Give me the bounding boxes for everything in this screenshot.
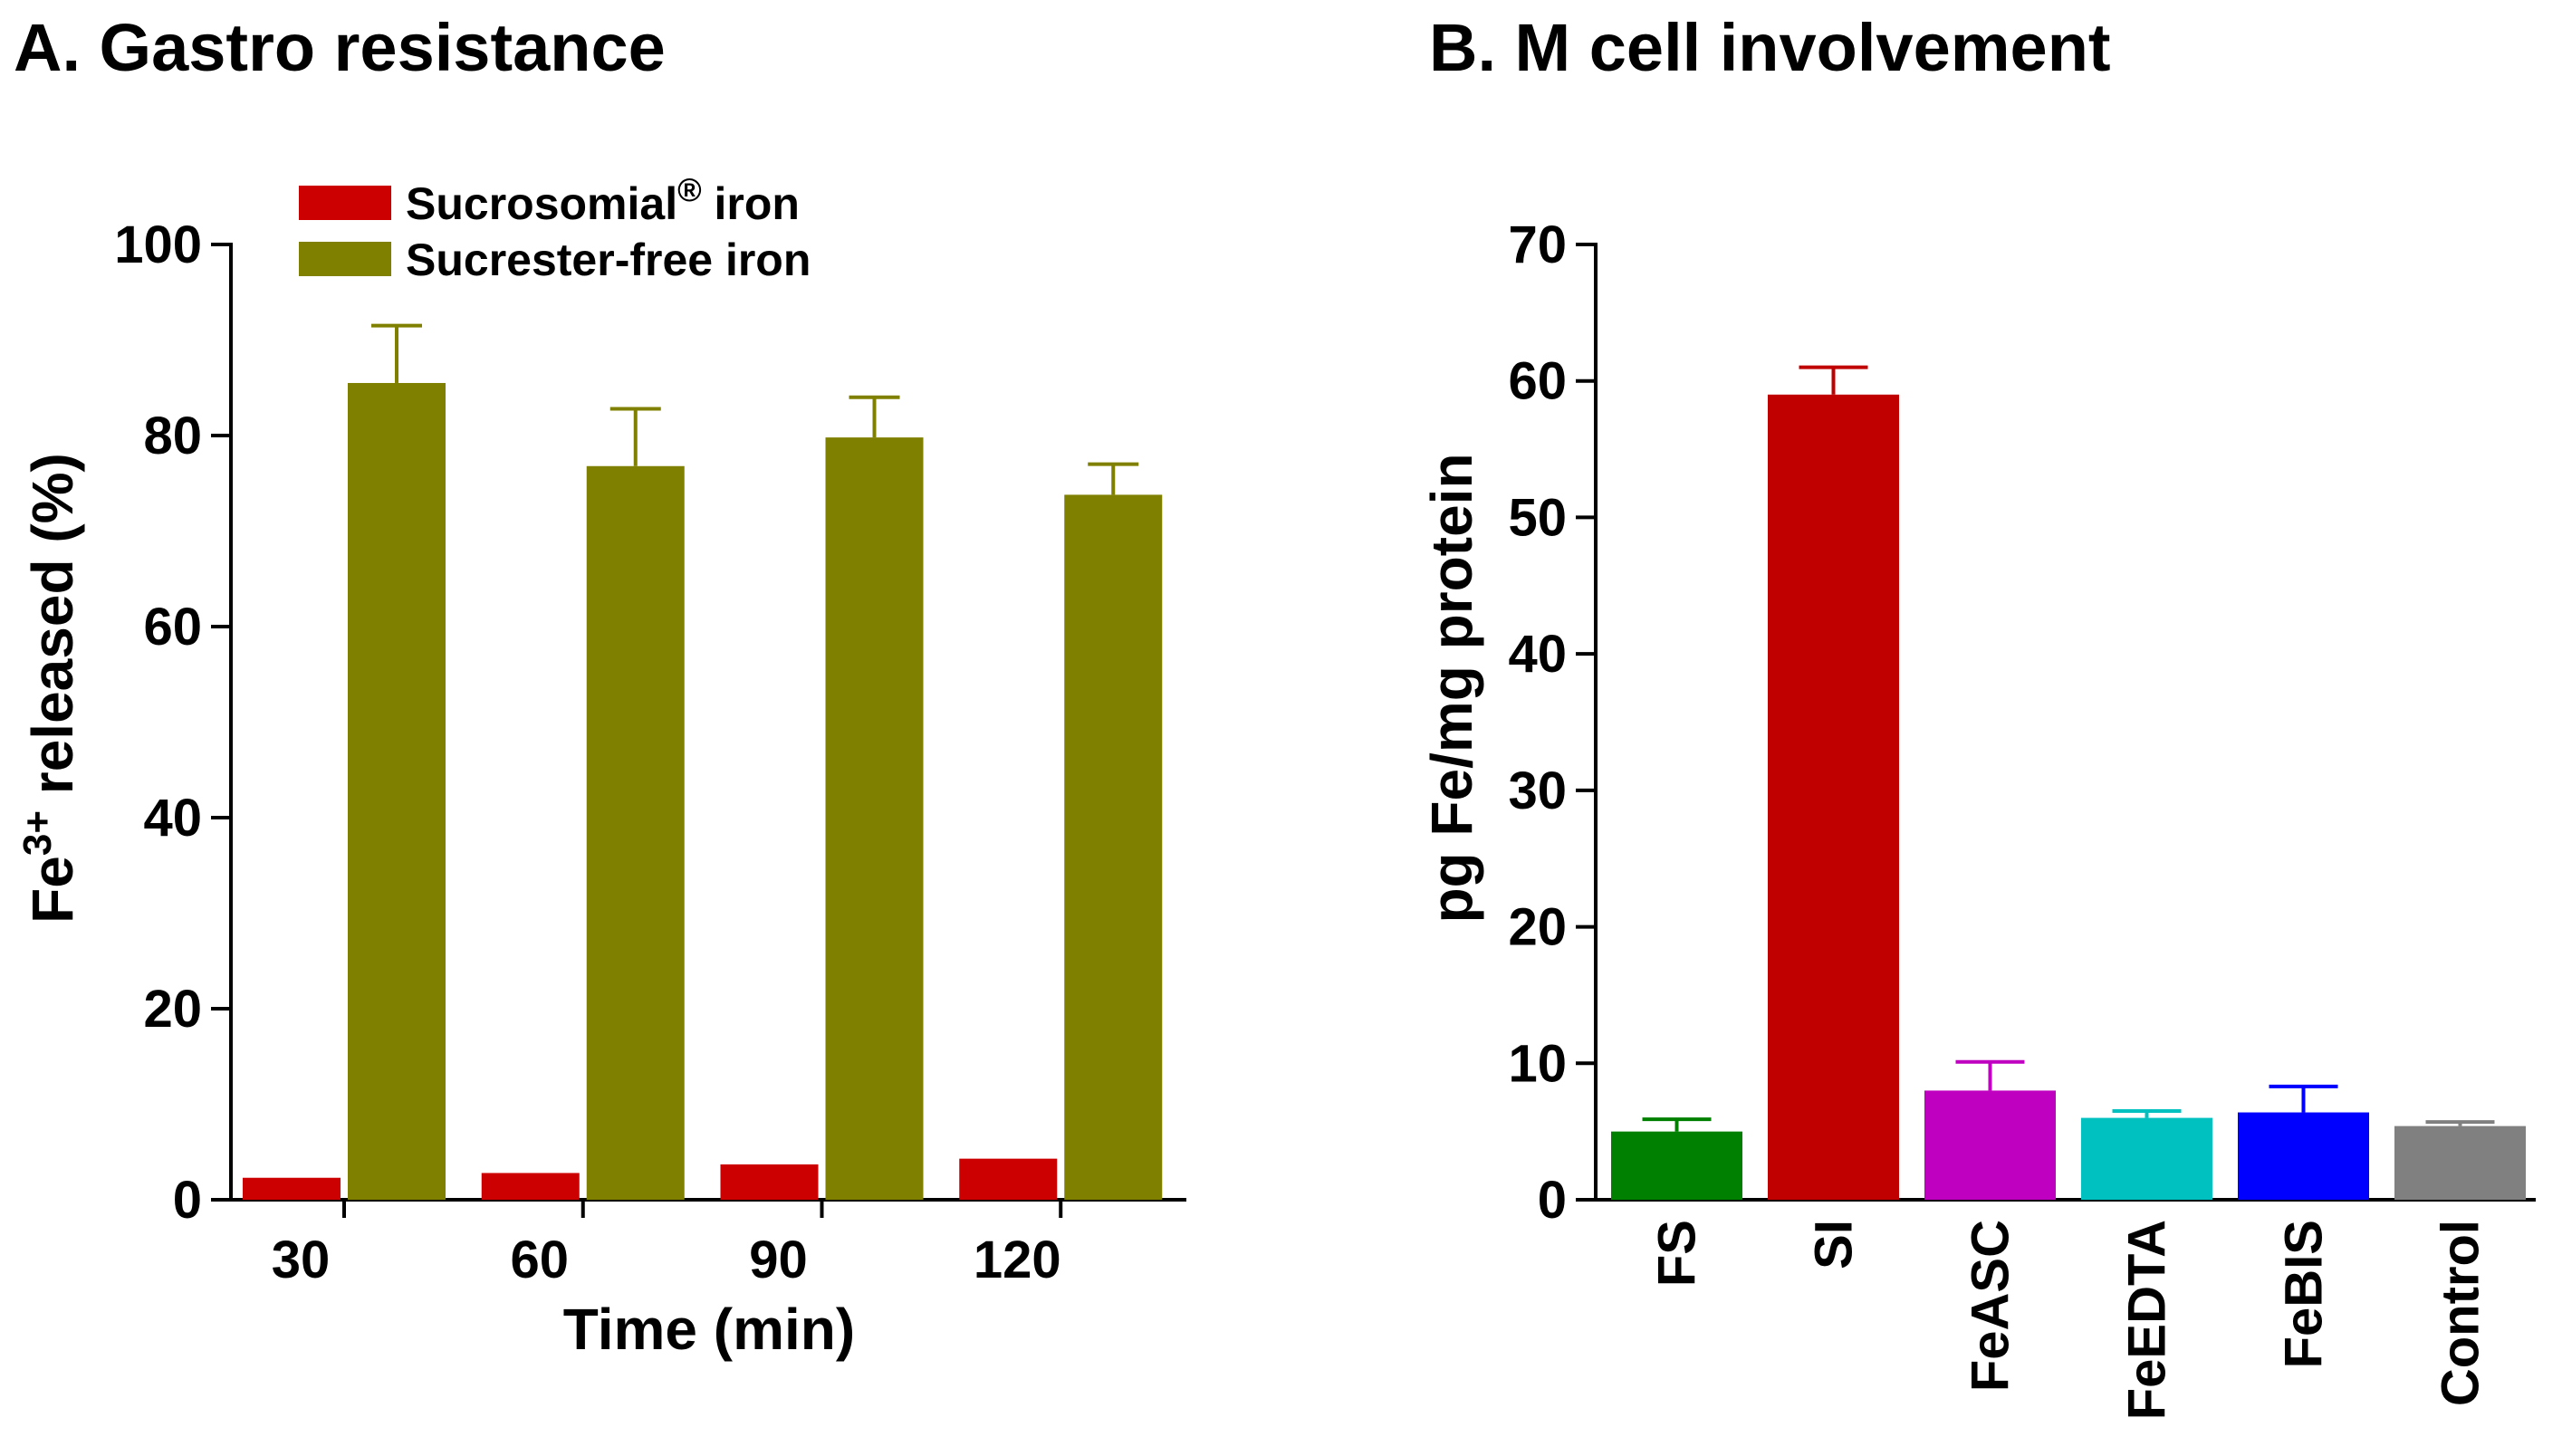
panel-a-y-axis-title: Fe3+ released (%) bbox=[15, 453, 85, 924]
bar-sucrester-free-120 bbox=[1064, 494, 1163, 1200]
bar-sucrester-free-30 bbox=[348, 382, 446, 1201]
panel-b-axes: 0 10 20 30 40 50 60 70 FS SI FeASC FeEDTA FeBIS Contr… bbox=[1508, 216, 2536, 1420]
bar-feasc bbox=[1924, 1090, 2056, 1200]
panel-a-y-tick-label: 60 bbox=[143, 598, 202, 656]
panel-a-x-tick-label: 120 bbox=[974, 1231, 1061, 1289]
legend-label-sucrosomial: Sucrosomial® iron bbox=[406, 171, 800, 229]
panel-a-y-tick-label: 80 bbox=[143, 407, 202, 465]
panel-a-bars bbox=[243, 323, 1163, 1201]
panel-a-legend: Sucrosomial® iron Sucrester-free iron bbox=[299, 171, 811, 285]
bar-sucrester-free-60 bbox=[586, 465, 685, 1200]
panel-a-y-tick-label: 40 bbox=[143, 789, 202, 848]
panel-b-title: B. M cell involvement bbox=[1429, 10, 2111, 85]
panel-a-x-axis-title: Time (min) bbox=[563, 1297, 855, 1362]
panel-b-y-tick-label: 0 bbox=[1538, 1171, 1567, 1230]
panel-b-y-tick-label: 30 bbox=[1508, 762, 1567, 820]
bar-sucrosomial-90 bbox=[720, 1164, 819, 1200]
panel-b-y-tick-label: 20 bbox=[1508, 898, 1567, 957]
bar-control bbox=[2394, 1126, 2526, 1200]
panel-a-y-tick-label: 100 bbox=[114, 216, 202, 274]
panel-b-bars bbox=[1611, 365, 2526, 1200]
bar-sucrosomial-120 bbox=[959, 1158, 1058, 1200]
bar-si bbox=[1768, 394, 1899, 1200]
bar-sucrosomial-30 bbox=[243, 1177, 341, 1200]
legend-swatch-sucrosomial bbox=[299, 186, 391, 220]
panel-b-x-tick-label: FeASC bbox=[1962, 1220, 2020, 1392]
panel-b-x-tick-label: FeEDTA bbox=[2118, 1220, 2177, 1420]
panel-b-y-axis-title: pg Fe/mg protein bbox=[1419, 453, 1484, 923]
panel-a-y-tick-label: 20 bbox=[143, 980, 202, 1039]
bar-feedta bbox=[2081, 1117, 2212, 1200]
panel-a: A. Gastro resistance Sucrosomial® iron S… bbox=[14, 10, 1186, 1362]
panel-b-y-tick-label: 10 bbox=[1508, 1034, 1567, 1093]
panel-a-x-tick-label: 30 bbox=[272, 1231, 331, 1289]
panel-a-x-tick-label: 60 bbox=[510, 1231, 569, 1289]
bar-sucrosomial-60 bbox=[481, 1173, 580, 1200]
bar-fs bbox=[1611, 1131, 1742, 1200]
bar-sucrester-free-90 bbox=[825, 437, 924, 1200]
legend-swatch-sucrester-free bbox=[299, 242, 391, 276]
legend-label-sucrester-free: Sucrester-free iron bbox=[406, 235, 811, 285]
panel-b-y-tick-label: 60 bbox=[1508, 352, 1567, 411]
panel-a-title: A. Gastro resistance bbox=[14, 10, 666, 85]
bar-febis bbox=[2238, 1112, 2369, 1200]
panel-b-x-tick-label: FeBIS bbox=[2275, 1220, 2334, 1368]
panel-b-y-tick-label: 70 bbox=[1508, 216, 1567, 274]
panel-b-y-tick-label: 40 bbox=[1508, 625, 1567, 684]
panel-b-x-tick-label: FS bbox=[1648, 1220, 1707, 1287]
panel-a-axes: 0 20 40 60 80 100 30 60 90 120 bbox=[114, 216, 1186, 1289]
panel-b-y-tick-label: 50 bbox=[1508, 488, 1567, 547]
panel-a-y-tick-label: 0 bbox=[173, 1171, 202, 1230]
panel-a-x-tick-label: 90 bbox=[749, 1231, 808, 1289]
panel-b-x-tick-label: SI bbox=[1805, 1220, 1864, 1269]
panel-b-x-tick-label: Control bbox=[2432, 1220, 2490, 1406]
panel-b: B. M cell involvement pg Fe/mg protein 0… bbox=[1419, 10, 2536, 1420]
